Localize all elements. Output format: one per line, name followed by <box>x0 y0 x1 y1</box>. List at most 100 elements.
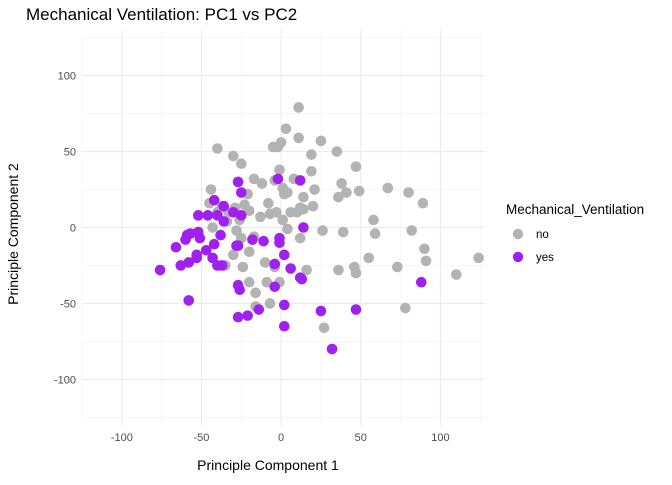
point-no <box>264 298 276 309</box>
legend-label-no: no <box>536 229 549 241</box>
point-yes <box>278 320 290 332</box>
legend-label-yes: yes <box>536 252 554 264</box>
point-no <box>400 302 411 314</box>
point-yes <box>231 240 242 252</box>
chart-title: Mechanical Ventilation: PC1 vs PC2 <box>26 5 297 24</box>
tick-labels: -100 -50 0 50 100 -100 -50 0 50 100 <box>54 71 450 444</box>
point-no <box>406 225 418 236</box>
point-no <box>331 146 343 157</box>
point-yes <box>315 305 327 317</box>
y-tick-label: 100 <box>58 71 76 83</box>
point-yes <box>181 229 193 241</box>
point-no <box>473 252 484 264</box>
point-no <box>205 184 217 195</box>
point-no <box>337 226 349 238</box>
point-yes <box>208 238 220 250</box>
point-yes <box>247 234 258 245</box>
point-yes <box>298 222 309 233</box>
point-yes <box>228 207 239 218</box>
point-no <box>350 161 362 173</box>
point-no <box>293 102 304 113</box>
y-tick-label: 0 <box>70 223 76 235</box>
point-no <box>309 184 320 195</box>
point-yes <box>258 235 269 247</box>
point-no <box>301 264 312 276</box>
y-tick-label: 50 <box>64 147 76 159</box>
point-yes <box>235 210 247 221</box>
y-axis-label: Principle Component 2 <box>5 163 21 305</box>
point-no <box>294 202 306 214</box>
point-yes <box>274 237 285 248</box>
point-no <box>382 182 394 194</box>
point-yes <box>207 252 218 264</box>
point-yes <box>296 273 308 285</box>
point-no <box>259 257 271 268</box>
point-yes <box>215 229 226 241</box>
point-yes <box>194 232 206 244</box>
point-no <box>207 222 218 233</box>
point-no <box>231 225 242 236</box>
y-tick-label: -50 <box>60 298 76 310</box>
point-no <box>228 150 239 162</box>
legend-title: Mechanical_Ventilation <box>506 202 644 217</box>
point-no <box>392 261 403 273</box>
point-no <box>336 178 347 189</box>
point-yes <box>232 311 244 323</box>
point-yes <box>326 343 338 355</box>
x-axis-label: Principle Component 1 <box>197 457 339 473</box>
x-tick-label: 100 <box>431 432 449 444</box>
point-no <box>237 261 249 273</box>
point-yes <box>218 216 230 227</box>
point-no <box>277 214 289 226</box>
point-yes <box>272 173 284 185</box>
point-yes <box>170 241 182 253</box>
point-yes <box>269 258 281 270</box>
point-yes <box>242 310 253 321</box>
point-yes <box>218 200 230 212</box>
point-yes <box>269 281 281 293</box>
point-no <box>264 208 276 220</box>
point-yes <box>202 210 214 221</box>
point-no <box>243 246 255 258</box>
point-no <box>353 185 365 197</box>
point-no <box>419 243 430 255</box>
point-yes <box>191 249 202 261</box>
point-no <box>306 149 317 160</box>
point-yes <box>183 257 195 268</box>
point-yes <box>183 295 195 306</box>
point-no <box>363 252 375 264</box>
point-yes <box>253 304 265 315</box>
point-no <box>333 264 344 276</box>
point-no <box>212 143 223 154</box>
point-yes <box>294 175 306 186</box>
point-no <box>243 276 255 288</box>
point-yes <box>216 260 228 271</box>
legend-key-no <box>512 228 524 240</box>
grid-major <box>82 30 485 425</box>
point-no <box>333 191 344 203</box>
x-tick-label: 0 <box>278 432 284 444</box>
point-no <box>282 187 293 198</box>
point-yes <box>278 249 290 261</box>
point-yes <box>234 284 245 296</box>
point-no <box>228 249 239 261</box>
point-yes <box>415 276 427 288</box>
point-no <box>298 191 309 203</box>
point-yes <box>175 260 187 271</box>
point-no <box>317 225 328 236</box>
point-no <box>350 267 362 279</box>
point-yes <box>235 187 247 198</box>
point-no <box>274 164 285 176</box>
point-no <box>282 223 293 235</box>
x-tick-label: -100 <box>111 432 133 444</box>
legend-key-yes <box>512 251 524 263</box>
point-no <box>369 228 381 239</box>
point-no <box>420 255 432 267</box>
point-no <box>306 165 317 177</box>
point-yes <box>208 194 220 206</box>
point-no <box>280 123 292 135</box>
point-no <box>248 173 260 185</box>
point-yes <box>350 304 362 315</box>
y-tick-label: -100 <box>54 374 76 386</box>
